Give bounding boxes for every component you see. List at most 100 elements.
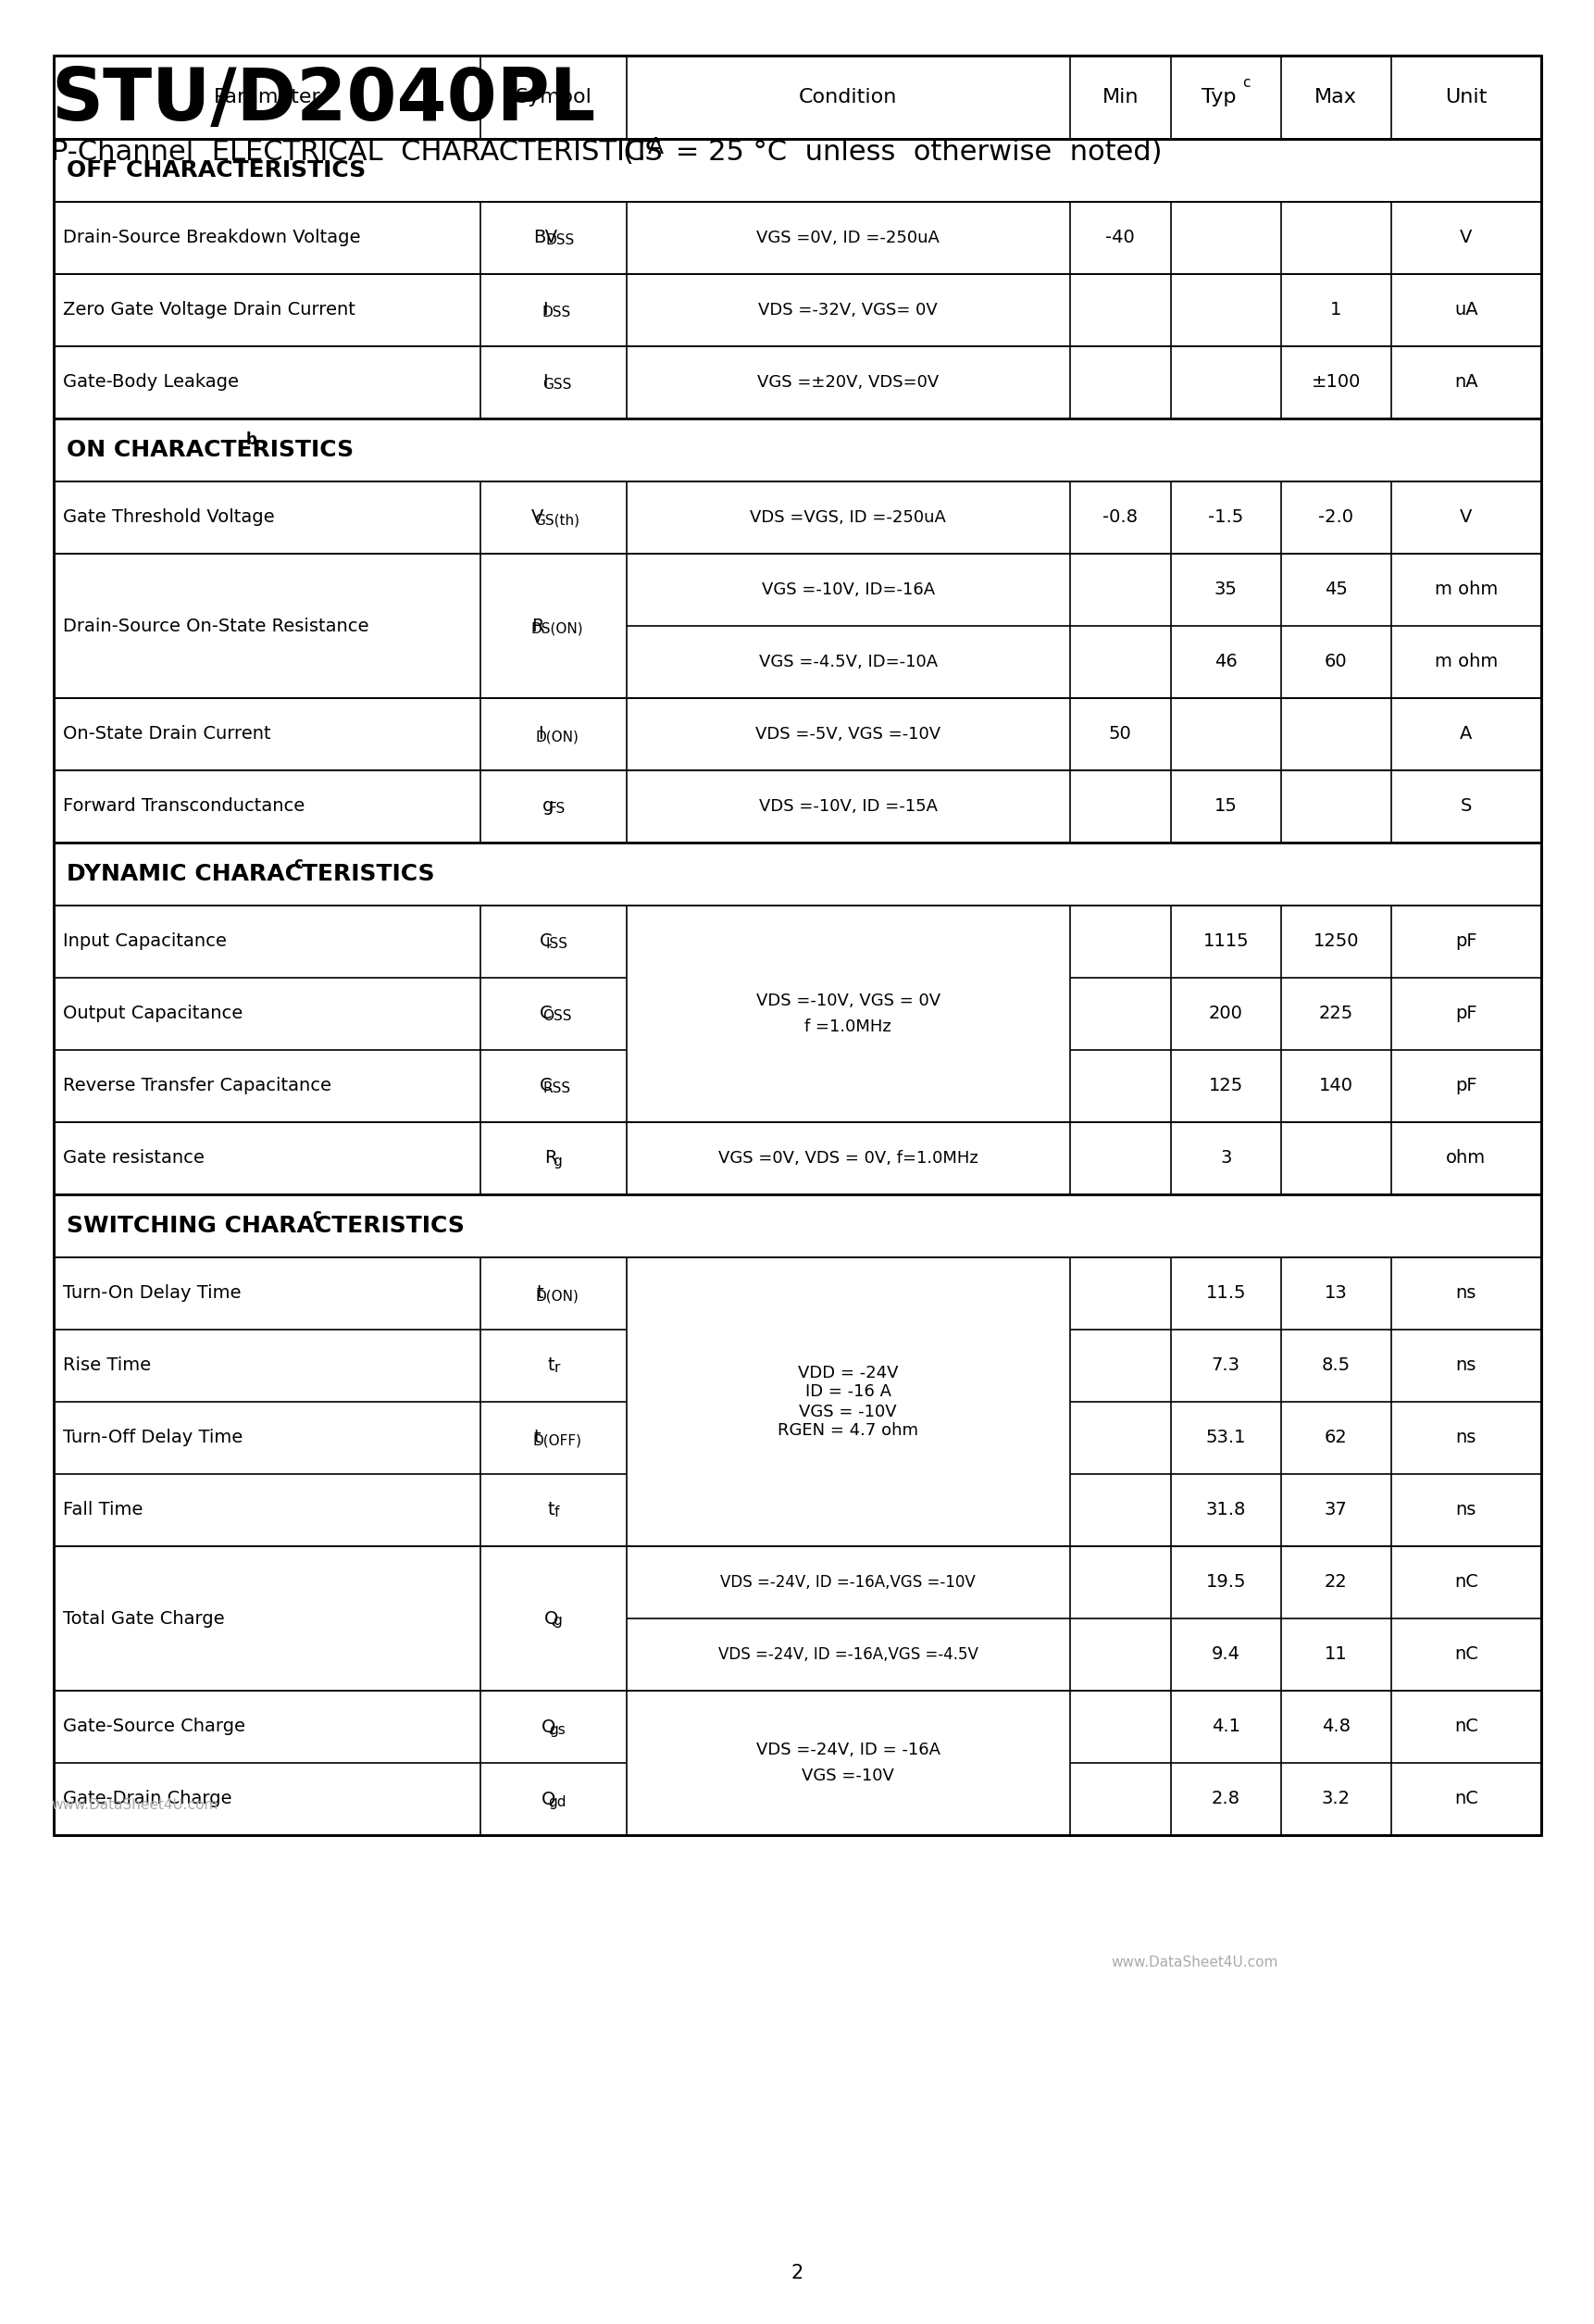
Text: GSS: GSS [542, 379, 571, 393]
Text: SWITCHING CHARACTERISTICS: SWITCHING CHARACTERISTICS [67, 1215, 473, 1236]
Text: c: c [293, 855, 303, 872]
Text: 3: 3 [1219, 1150, 1232, 1167]
Text: Gate resistance: Gate resistance [62, 1150, 204, 1167]
Text: VDS =-24V, ID = -16A: VDS =-24V, ID = -16A [756, 1741, 940, 1759]
Text: DSS: DSS [545, 235, 575, 249]
Text: VGS =-4.5V, ID=-10A: VGS =-4.5V, ID=-10A [759, 653, 937, 669]
Text: 60: 60 [1325, 653, 1347, 672]
Text: b: b [245, 432, 257, 449]
Text: Total Gate Charge: Total Gate Charge [62, 1611, 225, 1627]
Text: VGS =0V, VDS = 0V, f=1.0MHz: VGS =0V, VDS = 0V, f=1.0MHz [719, 1150, 979, 1167]
Text: 7.3: 7.3 [1211, 1357, 1240, 1373]
Text: nC: nC [1454, 1573, 1478, 1592]
Text: Drain-Source Breakdown Voltage: Drain-Source Breakdown Voltage [62, 230, 360, 246]
Text: nA: nA [1454, 374, 1478, 390]
Text: VGS =0V, ID =-250uA: VGS =0V, ID =-250uA [757, 230, 939, 246]
Text: Input Capacitance: Input Capacitance [62, 932, 226, 951]
Text: DSS: DSS [542, 307, 571, 321]
Text: 22: 22 [1325, 1573, 1347, 1592]
Text: A: A [1460, 725, 1473, 744]
Text: Zero Gate Voltage Drain Current: Zero Gate Voltage Drain Current [62, 302, 355, 318]
Text: -1.5: -1.5 [1208, 509, 1243, 525]
Text: C: C [539, 1004, 552, 1023]
Text: On-State Drain Current: On-State Drain Current [62, 725, 271, 744]
Text: ISS: ISS [545, 937, 567, 951]
Text: VDS =-10V, ID =-15A: VDS =-10V, ID =-15A [759, 797, 937, 816]
Text: Gate Threshold Voltage: Gate Threshold Voltage [62, 509, 274, 525]
Text: VGS =-10V, ID=-16A: VGS =-10V, ID=-16A [762, 581, 934, 597]
Text: D(ON): D(ON) [536, 730, 579, 744]
Text: 11: 11 [1325, 1645, 1347, 1664]
Text: DS(ON): DS(ON) [531, 623, 583, 637]
Text: g: g [542, 797, 555, 816]
Text: 11.5: 11.5 [1205, 1285, 1247, 1301]
Text: VDS =-24V, ID =-16A,VGS =-10V: VDS =-24V, ID =-16A,VGS =-10V [720, 1573, 976, 1590]
Text: VGS =-10V: VGS =-10V [802, 1769, 894, 1785]
Text: Fall Time: Fall Time [62, 1501, 143, 1520]
Text: 35: 35 [1215, 581, 1237, 600]
Text: D(OFF): D(OFF) [532, 1434, 582, 1448]
Text: Output Capacitance: Output Capacitance [62, 1004, 242, 1023]
Text: RSS: RSS [544, 1083, 571, 1097]
Text: 62: 62 [1325, 1429, 1347, 1448]
Text: DYNAMIC CHARACTERISTICS: DYNAMIC CHARACTERISTICS [67, 862, 443, 885]
Text: VDS =-10V, VGS = 0V: VDS =-10V, VGS = 0V [756, 992, 940, 1009]
Text: 9.4: 9.4 [1211, 1645, 1240, 1664]
Text: pF: pF [1455, 932, 1478, 951]
Text: -0.8: -0.8 [1103, 509, 1138, 525]
Text: m ohm: m ohm [1435, 653, 1498, 672]
Text: Reverse Transfer Capacitance: Reverse Transfer Capacitance [62, 1078, 332, 1095]
Text: VDS =VGS, ID =-250uA: VDS =VGS, ID =-250uA [749, 509, 947, 525]
Text: 1250: 1250 [1313, 932, 1358, 951]
Text: t: t [534, 1429, 540, 1448]
Text: Q: Q [540, 1717, 555, 1736]
Text: Forward Transconductance: Forward Transconductance [62, 797, 304, 816]
Text: 225: 225 [1318, 1004, 1353, 1023]
Text: gs: gs [548, 1722, 566, 1736]
Text: V: V [1460, 230, 1473, 246]
Text: 4.8: 4.8 [1321, 1717, 1350, 1736]
Text: pF: pF [1455, 1078, 1478, 1095]
Text: nC: nC [1454, 1645, 1478, 1664]
Text: 19.5: 19.5 [1205, 1573, 1247, 1592]
Text: 8.5: 8.5 [1321, 1357, 1350, 1373]
Text: -2.0: -2.0 [1318, 509, 1353, 525]
Text: V: V [1460, 509, 1473, 525]
Text: C: C [539, 1078, 552, 1095]
Text: f =1.0MHz: f =1.0MHz [805, 1018, 891, 1034]
Text: www.DataSheet4U.com: www.DataSheet4U.com [51, 1799, 218, 1813]
Text: nC: nC [1454, 1717, 1478, 1736]
Text: Typ: Typ [1202, 88, 1235, 107]
Text: pF: pF [1455, 1004, 1478, 1023]
Text: t: t [547, 1357, 555, 1373]
Text: g: g [553, 1615, 561, 1629]
Text: 1: 1 [1331, 302, 1342, 318]
Text: 37: 37 [1325, 1501, 1347, 1520]
Text: I: I [544, 302, 548, 318]
Text: g: g [553, 1155, 561, 1169]
Text: Q: Q [544, 1611, 558, 1627]
Text: c: c [312, 1208, 322, 1225]
Text: (T: (T [622, 139, 650, 165]
Text: Condition: Condition [799, 88, 897, 107]
Text: P-Channel  ELECTRICAL  CHARACTERISTICS: P-Channel ELECTRICAL CHARACTERISTICS [51, 139, 663, 165]
Text: Min: Min [1101, 88, 1138, 107]
Text: Turn-Off Delay Time: Turn-Off Delay Time [62, 1429, 242, 1448]
Text: ON CHARACTERISTICS: ON CHARACTERISTICS [67, 439, 362, 460]
Text: A: A [649, 137, 663, 158]
Text: Parameter: Parameter [214, 88, 320, 107]
Text: 140: 140 [1318, 1078, 1353, 1095]
Text: 200: 200 [1208, 1004, 1243, 1023]
Text: ns: ns [1455, 1429, 1476, 1448]
Text: Gate-Body Leakage: Gate-Body Leakage [62, 374, 239, 390]
Text: I: I [537, 725, 544, 744]
Text: r: r [555, 1362, 559, 1376]
Text: 50: 50 [1109, 725, 1132, 744]
Text: S: S [1460, 797, 1471, 816]
Text: f: f [555, 1506, 559, 1520]
Bar [54, 56, 1541, 1836]
Text: -40: -40 [1106, 230, 1135, 246]
Text: = 25 °C  unless  otherwise  noted): = 25 °C unless otherwise noted) [666, 139, 1162, 165]
Text: 125: 125 [1208, 1078, 1243, 1095]
Text: ns: ns [1455, 1357, 1476, 1373]
